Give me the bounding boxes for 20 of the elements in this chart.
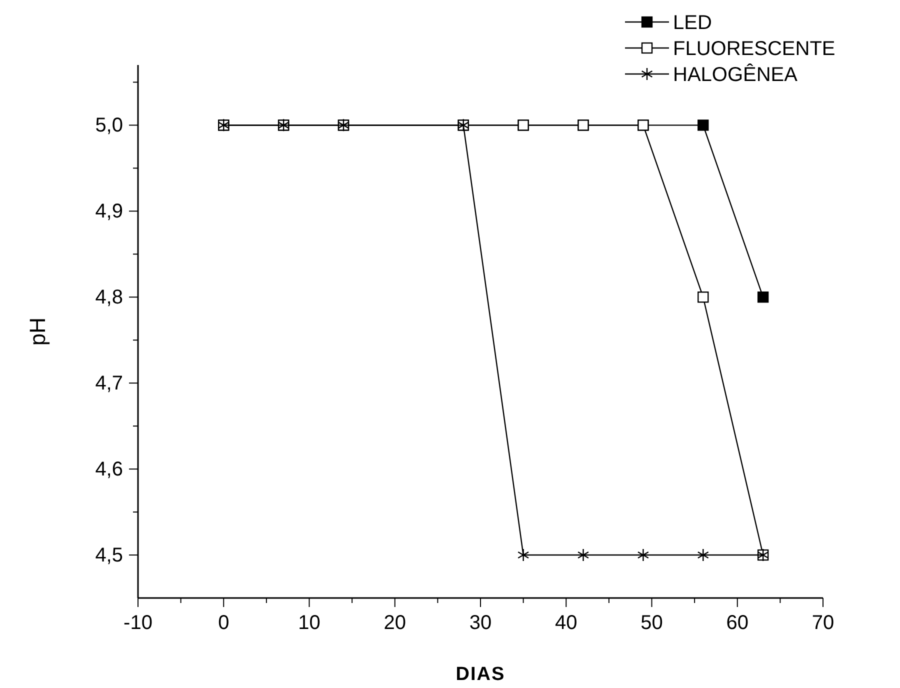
- y-tick-label: 4,8: [95, 286, 123, 309]
- y-tick-label: 4,6: [95, 458, 123, 480]
- x-tick-label: 40: [555, 612, 578, 634]
- x-tick-label: 0: [218, 612, 230, 634]
- legend-label: FLUORESCENTE: [673, 38, 836, 60]
- y-tick-label: 4,5: [95, 544, 123, 566]
- x-axis-title: DIAS: [456, 664, 506, 685]
- y-tick-label: 5,0: [95, 114, 123, 137]
- x-tick-label: -10: [124, 612, 152, 634]
- x-tick-label: 10: [298, 612, 320, 634]
- x-tick-label: 50: [640, 612, 663, 634]
- x-tick-label: 30: [469, 612, 492, 634]
- x-tick-label: 20: [384, 612, 406, 634]
- y-tick-label: 4,7: [95, 372, 123, 394]
- y-tick-label: 4,9: [95, 200, 123, 223]
- x-tick-label: 70: [812, 612, 834, 634]
- y-axis-title: pH: [25, 317, 50, 346]
- legend-label: HALOGÊNEA: [673, 63, 798, 86]
- legend-label: LED: [673, 12, 712, 34]
- x-tick-label: 60: [726, 612, 748, 634]
